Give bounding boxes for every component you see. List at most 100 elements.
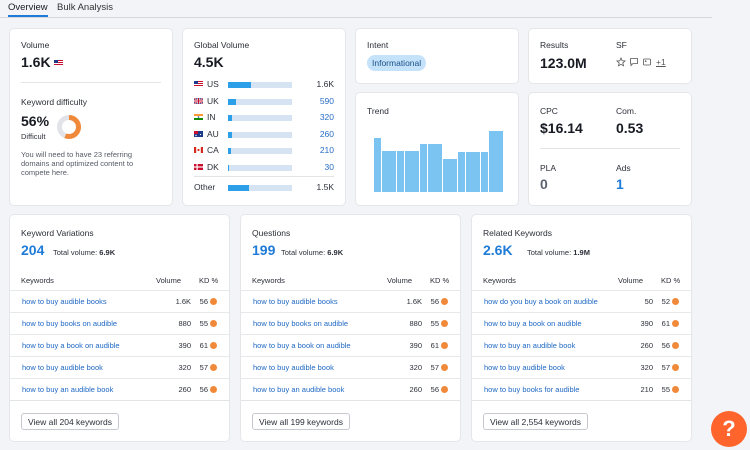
keyword-volume: 880 [178,319,191,328]
keyword-table: how to buy audible books 1.6K 56 how to buy… [241,290,460,402]
country-bar [228,185,292,191]
trend-bar [389,151,397,192]
com-label: Com. [616,106,637,116]
uk-flag-icon [194,97,203,104]
country-bar [228,148,292,154]
keyword-volume: 1.6K [406,297,422,306]
keyword-kd: 56 [661,341,670,350]
country-code: US [207,79,219,89]
col-keywords: Keywords [483,276,516,285]
keyword-link[interactable]: how to buy audible books [22,297,107,306]
view-all-keywords-button[interactable]: View all 2,554 keywords [483,413,589,430]
cpc-card: CPC $16.14 Com. 0.53 PLA 0 Ads 1 [529,93,691,205]
keyword-link[interactable]: how to buy an audible book [253,385,345,394]
keyword-kd: 56 [430,385,439,394]
keyword-link[interactable]: how to buy a book on audible [484,319,582,328]
keyword-kd: 61 [199,341,208,350]
keyword-link[interactable]: how to buy audible books [253,297,338,306]
keyword-kd: 55 [199,319,208,328]
col-volume: Volume [387,276,413,285]
table-row: how to buy audible book 320 57 [241,356,460,378]
keyword-table: how to buy audible books 1.6K 56 how to buy… [10,290,229,402]
view-all-keywords-button[interactable]: View all 199 keywords [252,413,350,430]
image-pack-icon[interactable] [642,57,652,67]
tab-overview[interactable]: Overview [8,2,48,17]
trend-bar [404,151,412,192]
keyword-link[interactable]: how do you buy a book on audible [484,297,598,306]
table-row: how to buy audible book 320 57 [10,356,229,378]
view-all-keywords-button[interactable]: View all 204 keywords [21,413,119,430]
total-volume: Total volume: 1.9M [527,248,590,257]
results-label: Results [540,40,569,50]
intent-badge: Informational [367,55,427,71]
col-kd: KD % [661,276,681,285]
keyword-link[interactable]: how to buy an audible book [484,341,576,350]
trend-bar [396,151,404,192]
pla-value: 0 [540,176,548,192]
keyword-count-link[interactable]: 204 [21,242,45,258]
volume-card: Volume 1.6K Keyword difficulty 56% Diffi… [10,29,172,205]
country-volume-link[interactable]: 30 [324,161,334,172]
keyword-kd: 61 [430,341,439,350]
keyword-link[interactable]: how to buy audible book [484,363,565,372]
country-volume-link[interactable]: 260 [319,128,334,139]
country-code: UK [207,95,219,106]
kd-value: 56% [21,113,50,129]
cpc-value: $16.14 [540,120,583,136]
volume-label: Volume [21,40,50,50]
keyword-count-link[interactable]: 2.6K [483,242,513,258]
help-button[interactable]: ? [711,411,747,447]
trend-bar [381,151,389,192]
keyword-count-link[interactable]: 199 [252,242,276,258]
star-icon[interactable] [616,57,626,67]
country-bar-fill [228,82,252,88]
other-label: Other [194,182,216,192]
country-volume-link[interactable]: 210 [319,145,334,155]
col-kd: KD % [199,276,219,285]
tab-bulk-analysis[interactable]: Bulk Analysis [57,2,113,13]
country-volume: 1.6K [316,79,335,89]
sf-more-link[interactable]: +1 [656,57,666,67]
trend-bar [442,159,450,192]
table-row: how to buy books for audible 210 55 [472,378,691,400]
trend-bar [427,143,435,192]
keyword-link[interactable]: how to buy audible book [253,363,334,372]
keyword-link[interactable]: how to buy an audible book [22,385,114,394]
country-code: CA [207,145,219,155]
country-bar-fill [228,98,237,105]
country-row-other: Other 1.5K [194,182,334,194]
country-bar [228,164,292,171]
trend-bar [481,152,489,192]
keyword-link[interactable]: how to buy audible book [22,363,103,372]
trend-bar [496,131,504,192]
kd-dot-icon [210,364,217,371]
country-bar-fill [228,148,232,154]
total-volume: Total volume: 6.9K [281,248,344,257]
country-bar [228,98,292,105]
sf-label: SF [616,40,627,50]
keyword-link[interactable]: how to buy books on audible [253,319,349,328]
other-volume: 1.5K [316,182,335,192]
kd-dot-icon [441,320,448,327]
country-volume-link[interactable]: 320 [319,112,334,122]
ads-value-link[interactable]: 1 [616,176,624,192]
keyword-link[interactable]: how to buy books on audible [22,319,118,328]
keyword-table: how do you buy a book on audible 50 52 how … [472,290,691,402]
country-row-uk: UK 590 [194,96,334,108]
country-row-au: AU 260 [194,129,334,141]
trend-bar [473,152,481,192]
col-kd: KD % [430,276,450,285]
keyword-volume: 260 [178,385,191,394]
keyword-link[interactable]: how to buy books for audible [484,385,580,394]
col-volume: Volume [156,276,182,285]
country-list: US 1.6K UK 590 IN 320 AU 260 CA 210 [194,79,334,199]
country-row-us: US 1.6K [194,79,334,91]
review-icon[interactable] [629,57,639,67]
country-bar [228,115,292,121]
keyword-link[interactable]: how to buy a book on audible [22,341,120,350]
table-row: how to buy a book on audible 390 61 [10,334,229,356]
keyword-variations-card: Keyword Variations 204 Total volume: 6.9… [10,215,229,441]
trend-bar [450,159,458,192]
keyword-link[interactable]: how to buy a book on audible [253,341,351,350]
country-volume-link[interactable]: 590 [319,95,334,106]
